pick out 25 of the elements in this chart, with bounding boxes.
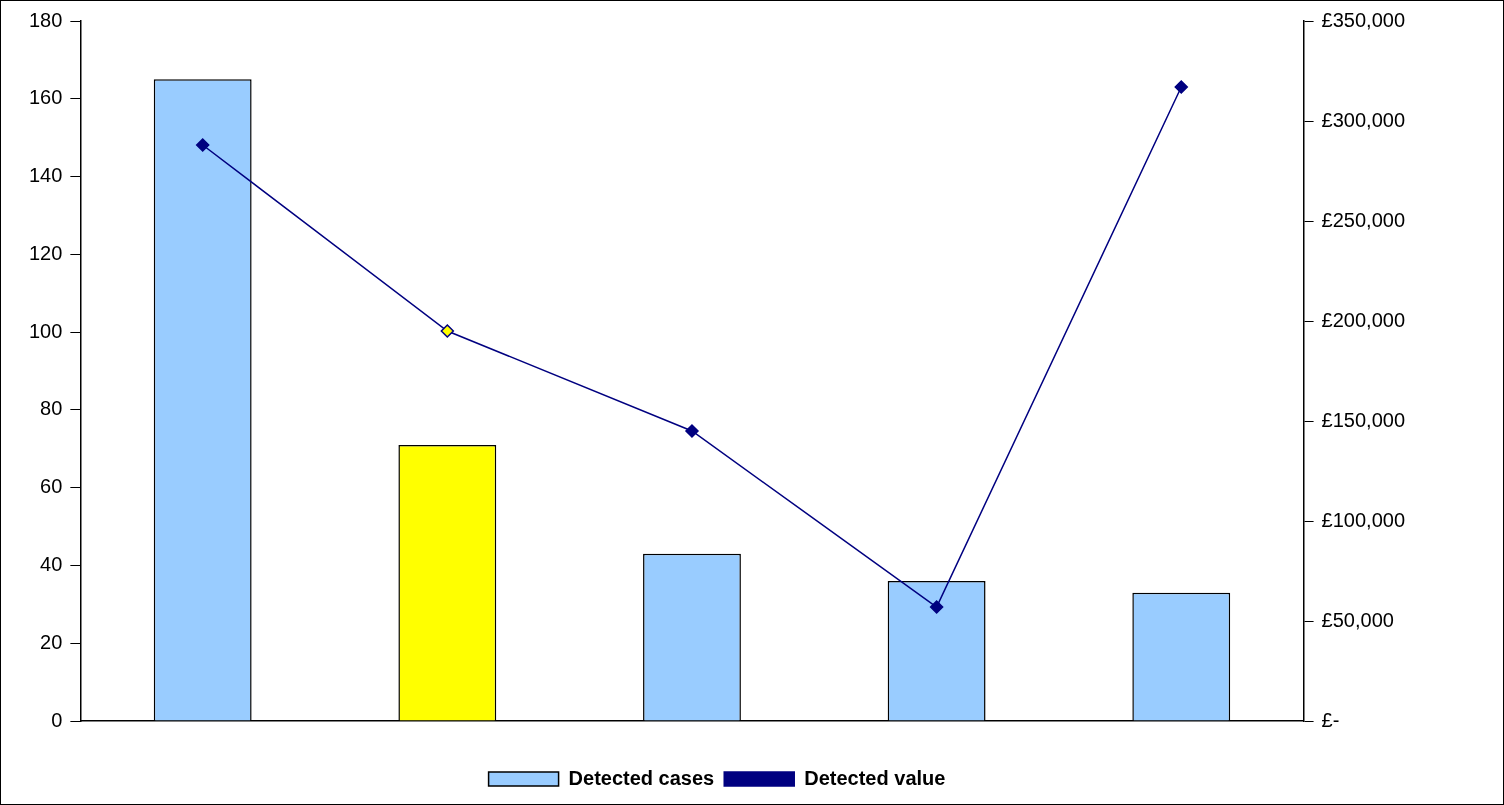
y-tick-label: 120 xyxy=(28,241,63,264)
y-tick-label: 180 xyxy=(28,8,63,31)
point xyxy=(1174,80,1189,94)
y2-tick-label: £150,000 xyxy=(1321,408,1405,431)
y2-tick-label: £50,000 xyxy=(1321,608,1394,631)
y2-tick-label: £200,000 xyxy=(1321,308,1405,331)
y-tick-label: 0 xyxy=(51,708,63,731)
y-tick-label: 160 xyxy=(28,86,63,109)
legend-label: Detected value xyxy=(804,766,946,789)
point xyxy=(685,424,699,438)
y2-tick-label: £100,000 xyxy=(1321,508,1405,531)
point xyxy=(929,600,944,614)
point xyxy=(440,324,455,338)
y2-tick-label: £300,000 xyxy=(1321,108,1405,131)
y-tick-label: 40 xyxy=(40,552,63,575)
point xyxy=(195,138,210,152)
y2-tick-label: £250,000 xyxy=(1321,208,1405,231)
y-tick-label: 140 xyxy=(28,164,63,187)
y-tick-label: 80 xyxy=(40,397,63,420)
y2-tick-label: £350,000 xyxy=(1321,8,1405,31)
y-tick-label: 60 xyxy=(40,475,63,498)
y-tick-label: 20 xyxy=(40,630,63,653)
y2-tick-label: £- xyxy=(1321,708,1340,731)
y-tick-label: 100 xyxy=(28,319,63,342)
legend-label: Detected cases xyxy=(568,766,715,789)
